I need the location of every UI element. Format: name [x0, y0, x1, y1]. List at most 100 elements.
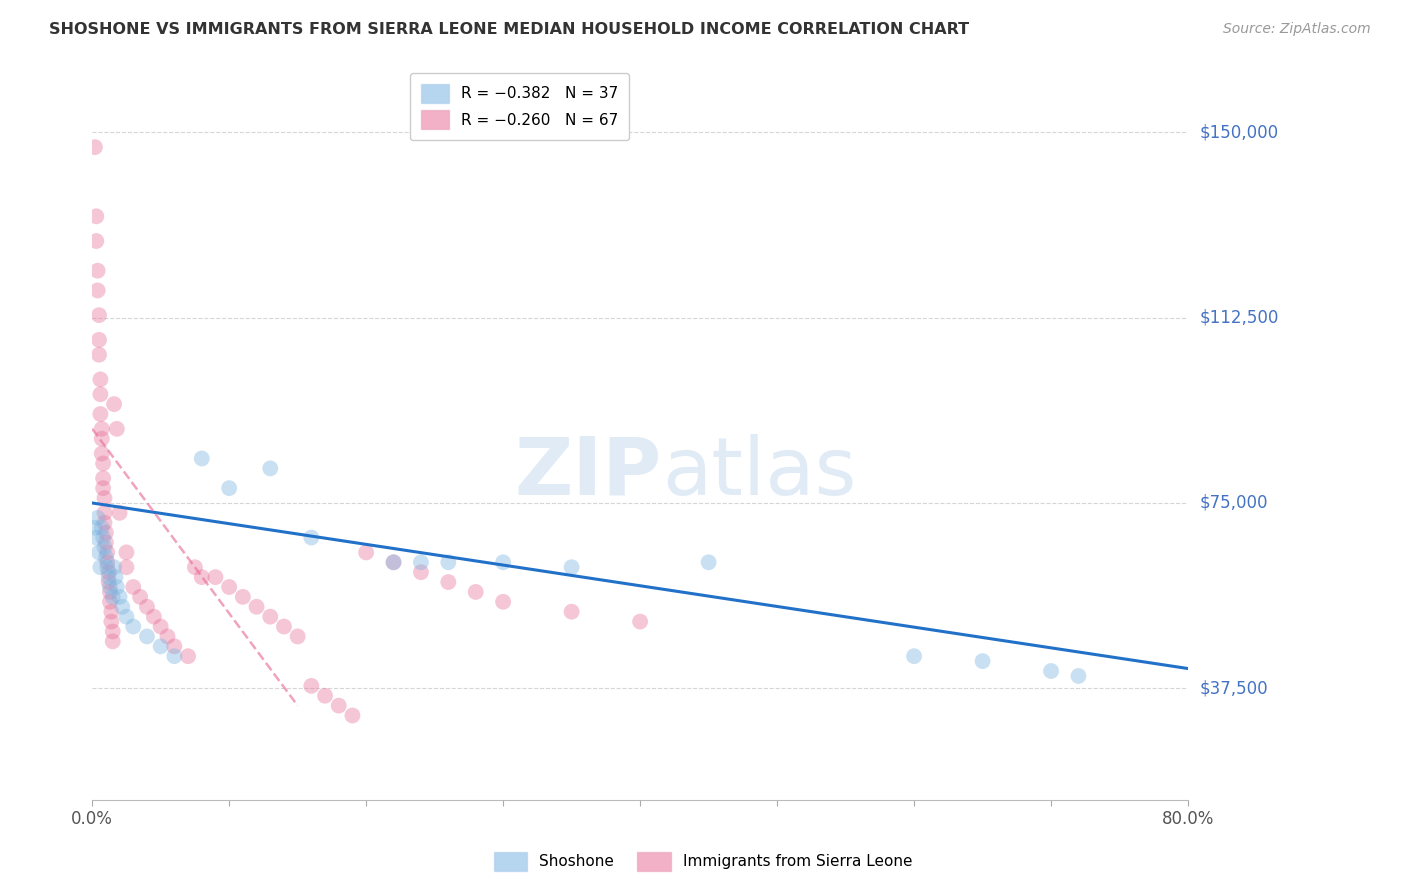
Point	[163, 649, 186, 664]
Point	[177, 649, 200, 664]
Point	[98, 580, 121, 594]
Text: $150,000: $150,000	[1199, 123, 1278, 141]
Point	[273, 619, 295, 633]
Point	[561, 605, 583, 619]
Point	[86, 284, 108, 298]
Point	[96, 560, 118, 574]
Point	[84, 210, 107, 224]
Point	[90, 432, 112, 446]
Point	[382, 555, 405, 569]
Text: atlas: atlas	[662, 434, 856, 512]
Point	[91, 457, 114, 471]
Point	[101, 634, 124, 648]
Point	[299, 679, 322, 693]
Point	[84, 140, 107, 154]
Point	[218, 580, 240, 594]
Point	[93, 491, 115, 505]
Text: ZIP: ZIP	[515, 434, 662, 512]
Point	[232, 590, 254, 604]
Text: $37,500: $37,500	[1199, 680, 1268, 698]
Point	[84, 531, 107, 545]
Point	[105, 580, 128, 594]
Point	[903, 649, 925, 664]
Point	[98, 585, 121, 599]
Point	[204, 570, 226, 584]
Point	[97, 570, 120, 584]
Point	[91, 471, 114, 485]
Point	[84, 521, 107, 535]
Point	[115, 560, 138, 574]
Point	[86, 510, 108, 524]
Point	[87, 348, 110, 362]
Point	[437, 555, 460, 569]
Point	[98, 595, 121, 609]
Point	[191, 451, 214, 466]
Point	[122, 580, 145, 594]
Text: $112,500: $112,500	[1199, 309, 1278, 326]
Point	[111, 599, 134, 614]
Point	[342, 708, 364, 723]
Point	[100, 605, 122, 619]
Point	[163, 640, 186, 654]
Text: Source: ZipAtlas.com: Source: ZipAtlas.com	[1223, 22, 1371, 37]
Point	[142, 609, 165, 624]
Point	[94, 535, 117, 549]
Point	[87, 545, 110, 559]
Point	[245, 599, 267, 614]
Point	[90, 422, 112, 436]
Point	[93, 516, 115, 530]
Point	[101, 590, 124, 604]
Point	[218, 481, 240, 495]
Point	[89, 407, 111, 421]
Point	[259, 609, 281, 624]
Point	[287, 629, 309, 643]
Point	[409, 555, 432, 569]
Point	[129, 590, 152, 604]
Legend: Shoshone, Immigrants from Sierra Leone: Shoshone, Immigrants from Sierra Leone	[484, 843, 922, 880]
Point	[492, 555, 515, 569]
Point	[328, 698, 350, 713]
Point	[136, 599, 159, 614]
Point	[86, 263, 108, 277]
Point	[115, 609, 138, 624]
Point	[89, 387, 111, 401]
Point	[409, 565, 432, 579]
Point	[628, 615, 651, 629]
Point	[108, 506, 131, 520]
Point	[1040, 664, 1063, 678]
Point	[149, 640, 172, 654]
Point	[103, 397, 125, 411]
Point	[115, 545, 138, 559]
Text: $75,000: $75,000	[1199, 494, 1268, 512]
Point	[90, 446, 112, 460]
Point	[87, 308, 110, 322]
Point	[100, 615, 122, 629]
Point	[191, 570, 214, 584]
Point	[96, 555, 118, 569]
Point	[96, 545, 118, 559]
Point	[87, 333, 110, 347]
Point	[1067, 669, 1090, 683]
Point	[97, 565, 120, 579]
Point	[101, 624, 124, 639]
Point	[382, 555, 405, 569]
Point	[122, 619, 145, 633]
Point	[93, 541, 115, 555]
Point	[492, 595, 515, 609]
Point	[561, 560, 583, 574]
Point	[84, 234, 107, 248]
Point	[97, 575, 120, 590]
Text: SHOSHONE VS IMMIGRANTS FROM SIERRA LEONE MEDIAN HOUSEHOLD INCOME CORRELATION CHA: SHOSHONE VS IMMIGRANTS FROM SIERRA LEONE…	[49, 22, 969, 37]
Point	[93, 506, 115, 520]
Point	[91, 481, 114, 495]
Point	[149, 619, 172, 633]
Point	[354, 545, 377, 559]
Point	[156, 629, 179, 643]
Point	[299, 531, 322, 545]
Legend: R = −0.382   N = 37, R = −0.260   N = 67: R = −0.382 N = 37, R = −0.260 N = 67	[411, 73, 628, 140]
Point	[105, 422, 128, 436]
Point	[437, 575, 460, 590]
Point	[90, 521, 112, 535]
Point	[103, 560, 125, 574]
Point	[972, 654, 994, 668]
